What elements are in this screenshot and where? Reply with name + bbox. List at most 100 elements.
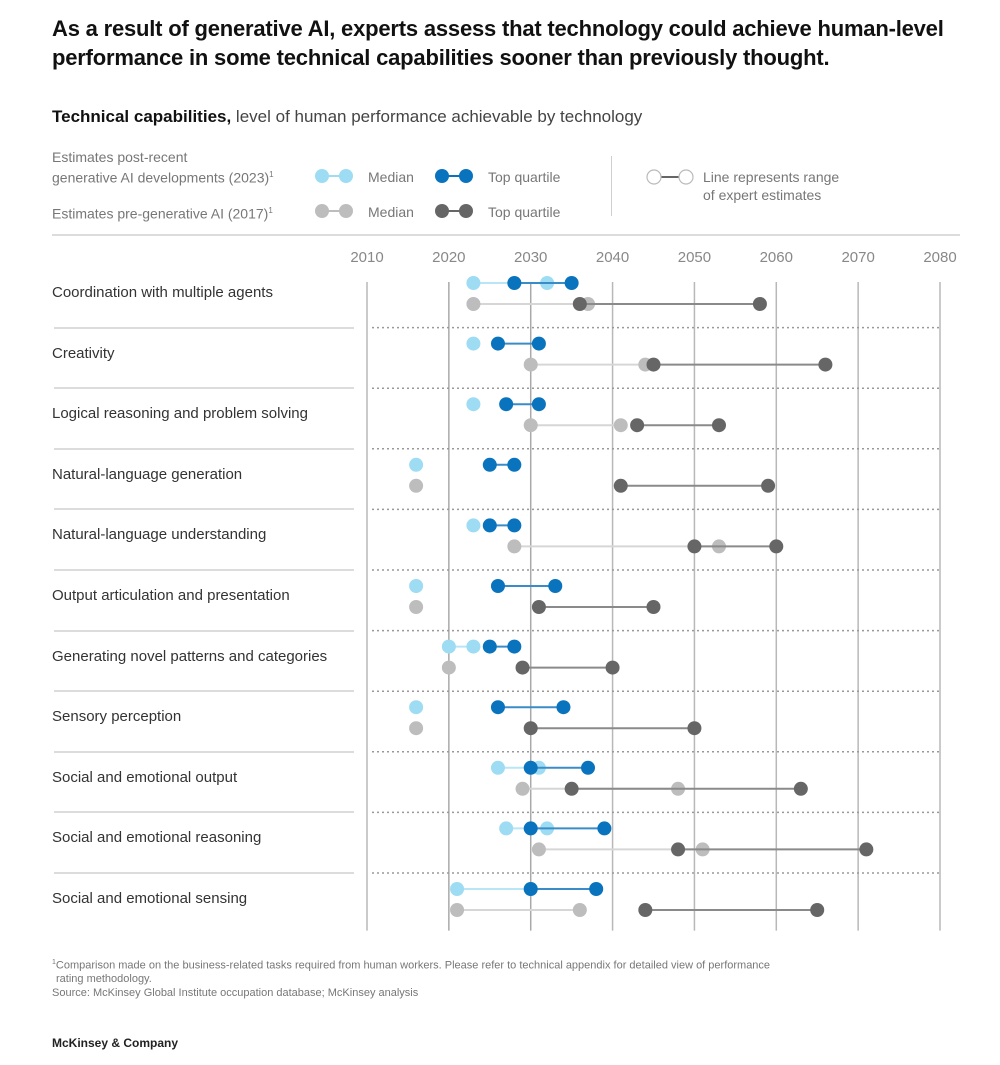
x-tick-label: 2020 [432, 249, 465, 266]
median-2017-point [572, 903, 587, 917]
top-quartile-2017-point [613, 478, 628, 493]
legend-top-quartile-2023-dot-end [459, 169, 473, 183]
top-quartile-2023-point [556, 700, 571, 715]
legend-top-quartile-2017-dot-end [459, 204, 473, 218]
median-2017-point [409, 478, 424, 493]
top-quartile-2017-point [859, 842, 874, 857]
source-note: Source: McKinsey Global Institute occupa… [52, 986, 419, 999]
legend-top-quartile-2023-label: Top quartile [488, 169, 561, 185]
row-label: Social and emotional sensing [52, 890, 248, 907]
top-quartile-2023-point [523, 882, 538, 896]
row-label: Social and emotional output [52, 768, 238, 786]
top-quartile-2017-point [531, 600, 546, 614]
median-2023-point [409, 579, 424, 593]
median-2023-point [466, 276, 481, 290]
median-2017-point [523, 357, 538, 372]
top-quartile-2023-point [531, 397, 546, 412]
x-tick-label: 2070 [841, 249, 874, 266]
top-quartile-2017-point [818, 357, 833, 372]
top-quartile-2023-point [564, 276, 579, 290]
row-divider [54, 447, 354, 450]
top-quartile-2017-point [793, 781, 808, 796]
header-rule [52, 234, 960, 236]
top-quartile-2017-point [630, 418, 645, 433]
legend-post-label-line1: Estimates post-recent [52, 149, 188, 165]
row-divider [54, 387, 354, 390]
footnote: 1Comparison made on the business-related… [52, 956, 912, 1000]
legend-top-quartile-2023-dot-start [435, 169, 449, 183]
row-label: Natural-language generation [52, 465, 243, 483]
top-quartile-2017-point [769, 539, 784, 554]
legend-median-2023-dot-start [315, 169, 329, 183]
x-tick-label: 2010 [350, 249, 383, 266]
row-label: Natural-language understanding [52, 526, 267, 544]
legend-marks [315, 169, 694, 218]
x-tick-label: 2060 [760, 249, 793, 266]
median-2017-point [613, 418, 628, 433]
top-quartile-2023-point [523, 821, 538, 836]
top-quartile-2017-point [711, 418, 726, 433]
footnote-text-cont: rating methodology. [56, 973, 152, 986]
median-2017-point [523, 418, 538, 433]
row-divider [54, 508, 354, 511]
x-tick-label: 2050 [678, 249, 711, 266]
top-quartile-2023-point [531, 336, 546, 351]
median-2017-point [441, 660, 456, 675]
top-quartile-2023-point [490, 700, 505, 715]
median-2023-point [450, 882, 465, 896]
top-quartile-2023-point [490, 336, 505, 351]
chart-headline: As a result of generative AI, experts as… [52, 16, 944, 70]
top-quartile-2023-point [589, 882, 604, 896]
median-2023-point [409, 457, 424, 472]
legend-median-2017-label: Median [368, 204, 414, 220]
top-quartile-2023-point [507, 639, 522, 654]
top-quartile-2017-point [687, 721, 702, 736]
top-quartile-2017-point [687, 539, 702, 554]
row-label: Generating novel patterns and categories [52, 647, 328, 665]
legend-top-quartile-2017-dot-start [435, 204, 449, 218]
median-2023-point [466, 518, 481, 533]
legend-divider [611, 156, 612, 216]
median-2023-point [409, 700, 424, 715]
top-quartile-2017-point [564, 781, 579, 796]
top-quartile-2023-point [581, 760, 596, 775]
top-quartile-2017-point [523, 721, 538, 736]
median-2023-point [466, 336, 481, 351]
top-quartile-2017-point [761, 478, 776, 493]
row-divider [54, 569, 354, 571]
legend-median-2017-dot-end [339, 204, 353, 218]
top-quartile-2023-point [597, 821, 612, 836]
median-2017-point [531, 842, 546, 857]
top-quartile-2023-point [482, 518, 497, 533]
legend-range-dot-end [678, 169, 694, 185]
top-quartile-2023-point [507, 457, 522, 472]
row-divider [54, 811, 354, 814]
chart-marks [409, 276, 874, 917]
row-divider [54, 872, 354, 874]
top-quartile-2017-point [515, 660, 530, 675]
row-divider [54, 690, 354, 693]
top-quartile-2023-point [482, 457, 497, 472]
row-label: Sensory perception [52, 708, 182, 726]
top-quartile-2023-point [507, 276, 522, 290]
median-2017-point [515, 781, 530, 796]
subtitle-rest: level of human performance achievable by… [231, 107, 643, 126]
row-label: Logical reasoning and problem solving [52, 405, 308, 423]
top-quartile-2023-point [523, 760, 538, 775]
row-label: Output articulation and presentation [52, 587, 290, 604]
median-2023-point [499, 821, 514, 836]
median-2023-point [466, 639, 481, 654]
legend-pre-label: Estimates pre-generative AI (2017)1 [52, 205, 273, 222]
legend-median-2023-dot-end [339, 169, 353, 183]
legend-range-dot-start [646, 169, 662, 185]
top-quartile-2017-point [752, 297, 767, 311]
top-quartile-2017-point [638, 903, 653, 917]
top-quartile-2017-point [646, 357, 661, 372]
median-2023-point [490, 760, 505, 775]
median-2023-point [441, 639, 456, 654]
top-quartile-2023-point [507, 518, 522, 533]
top-quartile-2017-point [671, 842, 686, 857]
row-divider [54, 326, 354, 329]
legend-post-label: Estimates post-recent generative AI deve… [52, 148, 274, 187]
